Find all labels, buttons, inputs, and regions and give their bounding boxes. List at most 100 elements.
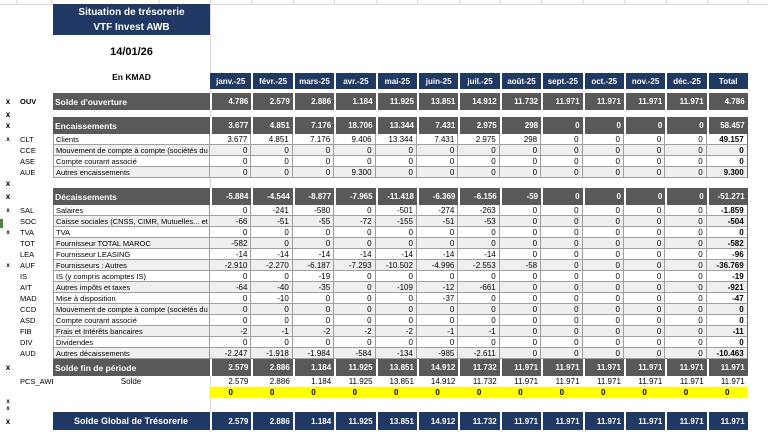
value-cell[interactable]: 0 (623, 315, 666, 326)
column-header-month[interactable]: sept.-25 (541, 73, 583, 89)
value-cell[interactable]: 0 (541, 167, 583, 178)
value-cell[interactable]: 11.971 (499, 359, 542, 376)
value-cell[interactable]: -1 (251, 326, 293, 337)
value-cell[interactable]: 13.851 (416, 93, 459, 110)
value-cell[interactable]: 0 (541, 271, 583, 282)
value-cell-total[interactable]: 11.971 (720, 377, 745, 386)
value-cell[interactable]: -35 (292, 282, 335, 293)
value-cell[interactable]: 0 (416, 156, 459, 167)
column-header-month[interactable]: févr.-25 (251, 73, 293, 89)
value-cell[interactable]: 0 (541, 249, 583, 260)
value-cell[interactable]: 0 (623, 188, 666, 205)
value-cell[interactable]: 0 (292, 304, 335, 315)
value-cell[interactable]: 0 (582, 282, 624, 293)
value-cell[interactable]: 0 (251, 304, 293, 315)
value-cell[interactable]: 0 (499, 326, 542, 337)
value-cell[interactable]: 13.344 (375, 134, 417, 145)
value-cell[interactable]: -14 (251, 249, 293, 260)
value-cell[interactable]: 0 (582, 227, 624, 238)
value-cell[interactable]: 11.971 (679, 377, 704, 386)
value-cell-total[interactable]: -10.463 (706, 348, 748, 359)
value-cell[interactable]: 0 (541, 260, 583, 271)
value-cell[interactable]: 0 (499, 304, 542, 315)
value-cell[interactable]: 0 (251, 271, 293, 282)
value-cell[interactable]: 0 (665, 326, 707, 337)
value-cell[interactable]: 0 (375, 238, 417, 249)
value-cell[interactable]: 0 (292, 238, 335, 249)
value-cell[interactable]: 0 (665, 315, 707, 326)
row-label[interactable]: Fournisseurs : Autres (53, 260, 210, 271)
value-cell[interactable]: 0 (210, 271, 252, 282)
row-label[interactable]: Autres encaissements (53, 167, 210, 178)
value-cell[interactable]: 2.579 (210, 359, 252, 376)
value-cell-total[interactable]: -96 (706, 249, 748, 260)
value-cell[interactable]: 0 (458, 238, 500, 249)
row-label[interactable]: Mise à disposition (53, 293, 210, 304)
value-cell[interactable]: 11.971 (582, 359, 624, 376)
value-cell[interactable]: 0 (251, 145, 293, 156)
value-cell[interactable]: 0 (499, 156, 542, 167)
value-cell[interactable]: -2.910 (210, 260, 252, 271)
row-label[interactable]: Caisse sociales (CNSS, CIMR, Mutuelles..… (53, 216, 210, 227)
value-cell[interactable]: 0 (623, 282, 666, 293)
value-cell[interactable]: 0 (458, 227, 500, 238)
value-cell[interactable]: 0 (499, 145, 542, 156)
value-cell[interactable]: 0 (582, 156, 624, 167)
value-cell[interactable]: -2 (334, 326, 376, 337)
value-cell[interactable]: 11.971 (514, 377, 539, 386)
value-cell[interactable]: 2.886 (251, 412, 293, 430)
value-cell[interactable]: 0 (582, 134, 624, 145)
value-cell[interactable]: 14.912 (458, 93, 500, 110)
value-cell[interactable]: 0 (541, 304, 583, 315)
value-cell[interactable]: 0 (582, 304, 624, 315)
value-cell[interactable]: 0 (665, 117, 707, 134)
row-label[interactable]: Autres décaissements (53, 348, 210, 359)
value-cell[interactable]: 0 (210, 387, 252, 398)
row-label[interactable] (53, 387, 210, 398)
value-cell-total[interactable]: -47 (706, 293, 748, 304)
value-cell[interactable]: 0 (375, 227, 417, 238)
value-cell[interactable]: -66 (210, 216, 252, 227)
value-cell[interactable]: -14 (292, 249, 335, 260)
value-cell[interactable]: 0 (292, 167, 335, 178)
report-title[interactable]: Situation de trésorerie VTF Invest AWB (53, 4, 210, 35)
row-label[interactable]: Solde d'ouverture (53, 93, 210, 110)
row-label[interactable]: IS (y compris acomptes IS) (53, 271, 210, 282)
value-cell[interactable]: 0 (375, 293, 417, 304)
value-cell-total[interactable]: 11.971 (706, 412, 748, 430)
value-cell[interactable]: 0 (541, 188, 583, 205)
value-cell[interactable]: -6.156 (458, 188, 500, 205)
report-date[interactable]: 14/01/26 (110, 46, 153, 58)
value-cell[interactable]: 0 (416, 167, 459, 178)
value-cell[interactable]: -10 (251, 293, 293, 304)
value-cell[interactable]: 0 (334, 205, 376, 216)
value-cell[interactable]: -1 (416, 326, 459, 337)
row-label[interactable]: Compte courant associé (53, 315, 210, 326)
value-cell[interactable]: -51 (416, 216, 459, 227)
value-cell[interactable]: 0 (499, 271, 542, 282)
value-cell[interactable]: 0 (251, 238, 293, 249)
value-cell[interactable]: 0 (623, 304, 666, 315)
value-cell[interactable]: -19 (292, 271, 335, 282)
value-cell[interactable]: 3.677 (210, 117, 252, 134)
value-cell[interactable]: 0 (623, 216, 666, 227)
value-cell[interactable]: 0 (541, 227, 583, 238)
value-cell[interactable]: -14 (458, 249, 500, 260)
value-cell[interactable]: 0 (375, 145, 417, 156)
value-cell[interactable]: 0 (499, 216, 542, 227)
value-cell[interactable]: 0 (251, 337, 293, 348)
value-cell[interactable]: 0 (334, 238, 376, 249)
value-cell[interactable]: 0 (210, 145, 252, 156)
value-cell-total[interactable]: -19 (706, 271, 748, 282)
column-header-month[interactable]: juin-25 (416, 73, 459, 89)
value-cell[interactable]: -7.293 (334, 260, 376, 271)
value-cell[interactable]: 0 (541, 387, 583, 398)
value-cell[interactable]: 11.971 (665, 412, 707, 430)
value-cell[interactable]: 11.971 (638, 377, 663, 386)
value-cell[interactable]: 4.851 (251, 117, 293, 134)
row-label[interactable]: Autres impôts et taxes (53, 282, 210, 293)
value-cell[interactable]: 7.176 (292, 117, 335, 134)
value-cell[interactable]: 0 (665, 249, 707, 260)
value-cell[interactable]: 9.406 (334, 134, 376, 145)
value-cell[interactable]: 0 (582, 337, 624, 348)
